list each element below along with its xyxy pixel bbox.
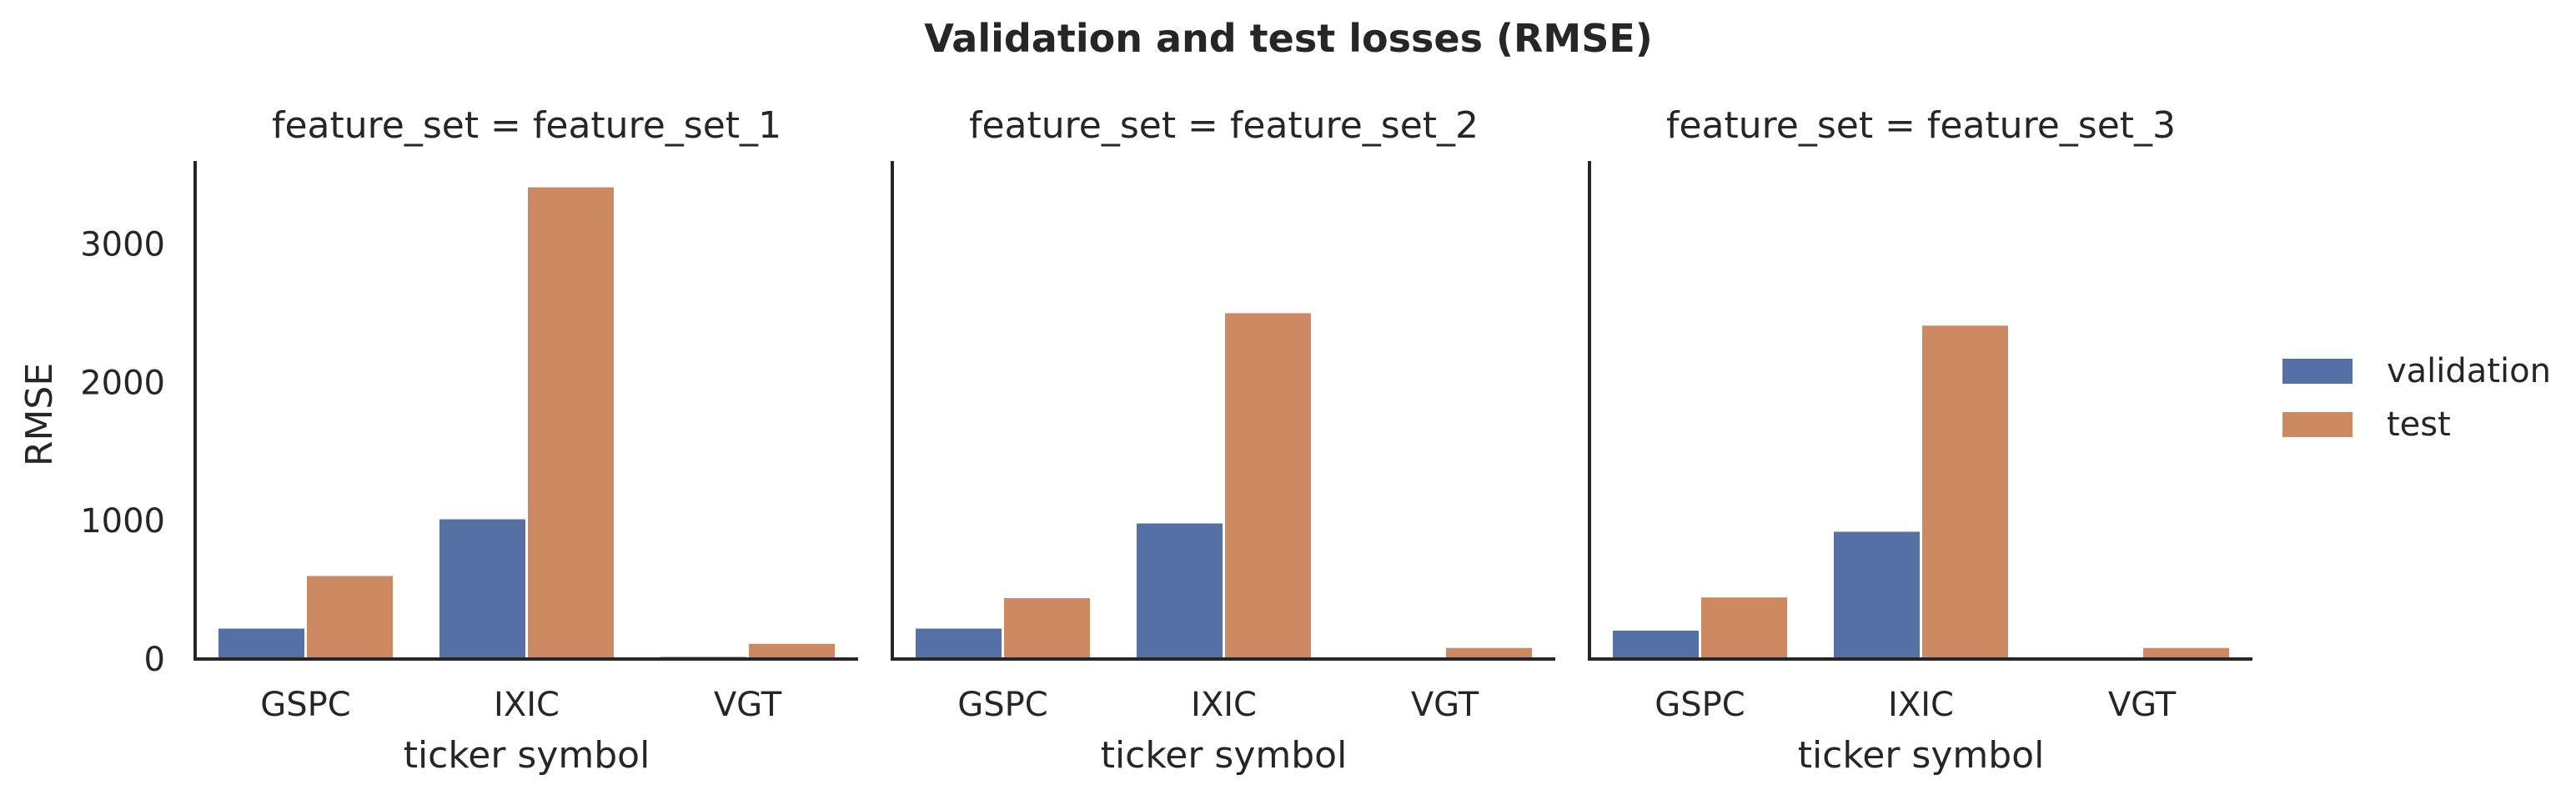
x-axis-label: ticker symbol [1798,734,2045,777]
facet-2: feature_set = feature_set_2 GSPC IXIC VGT ti… [891,104,1555,777]
bar-validation-gspc [218,628,304,659]
y-tick-label: 2000 [80,364,165,402]
legend-swatch-test [2282,412,2353,437]
bar-validation-gspc [916,628,1002,659]
bar-test-gspc [1701,597,1787,659]
bar-test-ixic [1225,313,1311,659]
legend-label-test: test [2387,405,2451,444]
y-tick-label: 0 [144,641,165,679]
x-tick-label: VGT [714,686,782,724]
y-axis-label: RMSE [18,363,61,466]
x-tick-label: IXIC [494,686,560,724]
y-tick-label: 3000 [80,226,165,264]
x-tick-label: IXIC [1191,686,1257,724]
facet-title: feature_set = feature_set_2 [969,104,1479,147]
x-tick-label: IXIC [1888,686,1954,724]
x-axis-label: ticker symbol [404,734,650,777]
facet-1: feature_set = feature_set_1 GSPC IXIC VGT ti… [80,104,858,777]
facet-3: feature_set = feature_set_3 GSPC IXIC VGT ti… [1588,104,2252,777]
bar-test-ixic [528,187,614,660]
legend-swatch-validation [2282,359,2353,384]
x-axis-label: ticker symbol [1101,734,1348,777]
legend-label-validation: validation [2387,352,2551,390]
x-tick-label: VGT [1411,686,1479,724]
bar-test-gspc [307,576,393,659]
bar-validation-ixic [1834,531,1920,659]
chart-title: Validation and test losses (RMSE) [924,16,1653,61]
bar-validation-gspc [1613,631,1699,659]
bar-test-gspc [1004,598,1090,659]
facet-title: feature_set = feature_set_3 [1666,104,2176,147]
y-tick-label: 1000 [80,502,165,541]
x-tick-label: GSPC [260,686,350,724]
bar-test-vgt [2143,647,2229,659]
facet-title: feature_set = feature_set_1 [272,104,781,147]
x-tick-label: GSPC [957,686,1047,724]
bar-validation-ixic [439,519,525,659]
bar-validation-ixic [1137,523,1223,659]
legend: validation test [2282,352,2551,444]
x-tick-label: VGT [2108,686,2177,724]
bar-test-ixic [1922,325,2008,659]
bar-test-vgt [1446,647,1532,659]
x-tick-label: GSPC [1655,686,1745,724]
bar-test-vgt [749,643,835,659]
facets: feature_set = feature_set_1 GSPC IXIC VGT ti… [80,104,2252,777]
